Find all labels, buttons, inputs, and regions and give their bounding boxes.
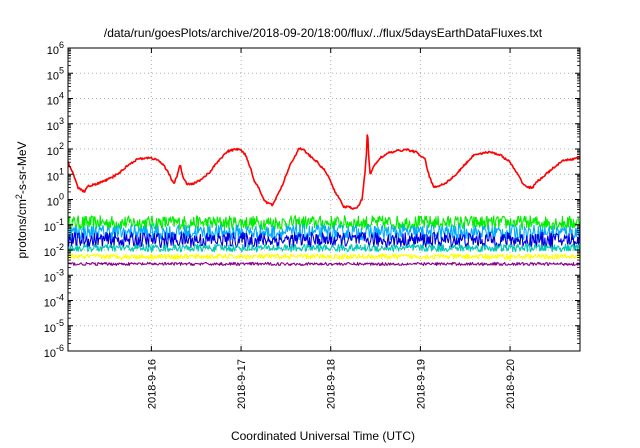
y-tick-label: 101	[47, 166, 64, 183]
y-tick-label: 10-6	[44, 343, 64, 360]
axes: 106 105 104 103 102 101 100 10-1 10-2 10-3 10-4 10-…	[44, 40, 581, 409]
grid	[68, 48, 580, 351]
y-tick-label: 102	[47, 141, 64, 158]
series-line	[67, 134, 581, 210]
series-line	[67, 231, 581, 249]
y-tick-label: 103	[47, 116, 64, 133]
y-tick-label: 100	[47, 192, 64, 209]
chart-title: /data/run/goesPlots/archive/2018-09-20/1…	[104, 26, 543, 40]
x-tick-label: 2018-9-17	[236, 359, 248, 409]
y-tick-label: 10-1	[44, 217, 64, 234]
x-tick-label: 2018-9-19	[415, 359, 427, 409]
y-tick-label: 10-2	[44, 242, 64, 259]
series-line	[67, 243, 581, 253]
x-axis-label: Coordinated Universal Time (UTC)	[231, 429, 415, 443]
y-tick-label: 104	[47, 91, 64, 108]
y-axis-label: protons/cm2-s-sr-MeV	[14, 141, 29, 258]
y-tick-label: 10-4	[44, 293, 64, 310]
x-tick-label: 2018-9-20	[505, 359, 517, 409]
y-tick-label: 105	[47, 65, 64, 82]
x-tick-label: 2018-9-18	[326, 359, 338, 409]
y-tick-label: 10-5	[44, 318, 64, 335]
y-tick-label: 10-3	[44, 267, 64, 284]
x-tick-label: 2018-9-16	[146, 359, 158, 409]
series-layer	[67, 134, 581, 267]
y-tick-label: 106	[47, 40, 64, 57]
series-line	[67, 261, 581, 267]
series-line	[67, 253, 581, 260]
